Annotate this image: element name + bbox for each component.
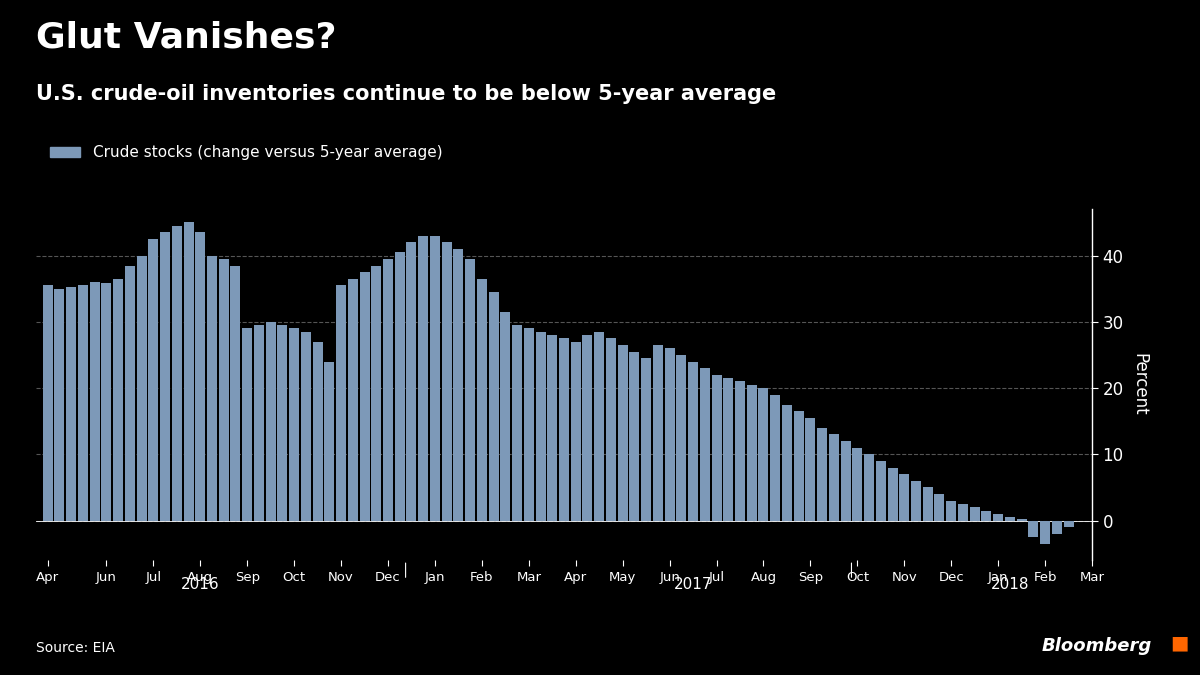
Text: Source: EIA: Source: EIA [36, 641, 115, 655]
Bar [113, 279, 124, 520]
Bar [430, 236, 440, 520]
Bar [324, 362, 335, 520]
Bar [782, 404, 792, 520]
Bar [289, 329, 299, 520]
Bar [665, 348, 674, 520]
Bar [524, 329, 534, 520]
Bar [43, 286, 53, 520]
Bar [500, 312, 510, 520]
Bar [724, 378, 733, 520]
Bar [149, 239, 158, 520]
Bar [630, 352, 640, 520]
Bar [218, 259, 229, 520]
Bar [313, 342, 323, 520]
Bar [1004, 517, 1015, 520]
Bar [102, 284, 112, 520]
Bar [395, 252, 404, 520]
Bar [606, 338, 616, 520]
Bar [265, 322, 276, 520]
Bar [700, 368, 709, 520]
Bar [125, 265, 134, 520]
Bar [208, 256, 217, 520]
Bar [1040, 520, 1050, 543]
Bar [454, 249, 463, 520]
Bar [677, 355, 686, 520]
Bar [688, 362, 698, 520]
Bar [582, 335, 593, 520]
Bar [66, 288, 76, 520]
Bar [1016, 519, 1026, 520]
Bar [54, 289, 65, 520]
Text: 2018: 2018 [991, 577, 1030, 592]
Bar [888, 468, 898, 520]
Bar [899, 474, 910, 520]
Bar [407, 242, 416, 520]
Bar [360, 272, 370, 520]
Bar [1063, 520, 1074, 527]
Bar [348, 279, 358, 520]
Bar [911, 481, 920, 520]
Bar [137, 256, 146, 520]
Bar [488, 292, 498, 520]
Bar [793, 411, 804, 520]
Legend: Crude stocks (change versus 5-year average): Crude stocks (change versus 5-year avera… [43, 139, 449, 167]
Bar [746, 385, 757, 520]
Bar [172, 226, 181, 520]
Y-axis label: Percent: Percent [1130, 354, 1148, 416]
Bar [1028, 520, 1038, 537]
Bar [196, 232, 205, 520]
Bar [876, 461, 886, 520]
Bar [841, 441, 851, 520]
Bar [770, 395, 780, 520]
Bar [547, 335, 557, 520]
Text: U.S. crude-oil inventories continue to be below 5-year average: U.S. crude-oil inventories continue to b… [36, 84, 776, 105]
Bar [301, 332, 311, 520]
Bar [254, 325, 264, 520]
Bar [958, 504, 968, 520]
Bar [864, 454, 874, 520]
Bar [230, 265, 240, 520]
Bar [535, 332, 546, 520]
Bar [559, 338, 569, 520]
Bar [923, 487, 932, 520]
Bar [829, 435, 839, 520]
Bar [1052, 520, 1062, 534]
Bar [994, 514, 1003, 520]
Bar [277, 325, 287, 520]
Bar [758, 388, 768, 520]
Bar [160, 232, 170, 520]
Bar [90, 282, 100, 520]
Bar [442, 242, 451, 520]
Bar [419, 236, 428, 520]
Bar [594, 332, 604, 520]
Bar [476, 279, 487, 520]
Text: Bloomberg: Bloomberg [1042, 637, 1152, 655]
Bar [618, 345, 628, 520]
Bar [805, 418, 815, 520]
Bar [970, 508, 979, 520]
Text: ■: ■ [1170, 634, 1188, 653]
Bar [242, 329, 252, 520]
Text: 2016: 2016 [181, 577, 220, 592]
Bar [571, 342, 581, 520]
Bar [852, 448, 863, 520]
Bar [947, 501, 956, 520]
Bar [371, 265, 382, 520]
Bar [653, 345, 662, 520]
Bar [712, 375, 721, 520]
Bar [383, 259, 392, 520]
Text: 2017: 2017 [674, 577, 713, 592]
Bar [736, 381, 745, 520]
Bar [935, 494, 944, 520]
Bar [466, 259, 475, 520]
Bar [78, 286, 88, 520]
Bar [184, 223, 193, 520]
Text: Glut Vanishes?: Glut Vanishes? [36, 20, 336, 54]
Bar [641, 358, 652, 520]
Bar [982, 510, 991, 520]
Bar [336, 286, 346, 520]
Bar [512, 325, 522, 520]
Bar [817, 428, 827, 520]
